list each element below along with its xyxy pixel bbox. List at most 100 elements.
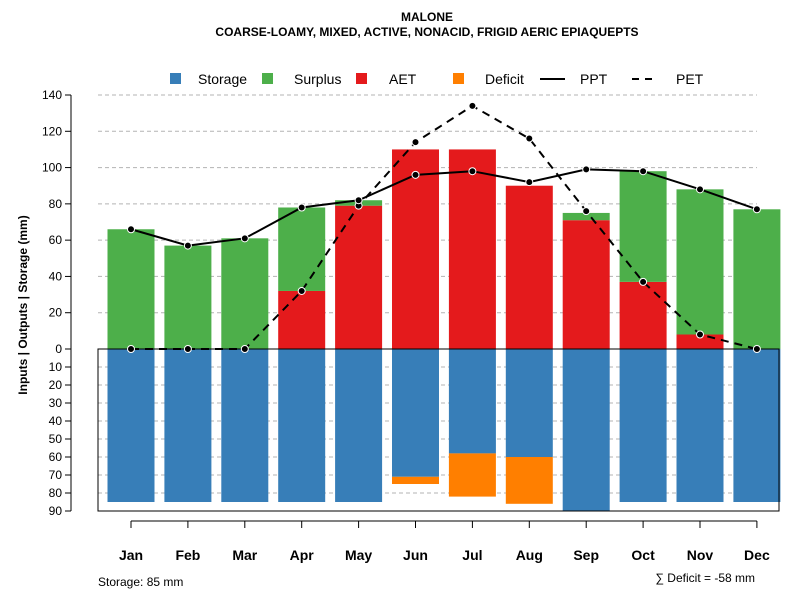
bar-storage-jan: [107, 349, 155, 502]
bar-aet-may: [335, 205, 383, 349]
x-tick-label-jul: Jul: [462, 547, 482, 563]
legend-label-deficit: Deficit: [485, 71, 524, 87]
legend-label-surplus: Surplus: [294, 71, 341, 87]
pet-point-jul: [468, 101, 477, 110]
bar-deficit-jul: [448, 453, 496, 497]
bar-surplus-mar: [221, 238, 269, 349]
bar-aet-jun: [392, 149, 439, 349]
ppt-point-apr: [297, 203, 306, 212]
x-tick-label-apr: Apr: [290, 547, 315, 563]
bar-aet-jul: [448, 149, 496, 349]
legend-swatch-surplus: [262, 73, 273, 84]
ppt-point-jun: [411, 170, 420, 179]
y-tick-label-upper-60: 60: [49, 233, 63, 247]
ppt-point-nov: [696, 185, 704, 194]
y-tick-label-upper-100: 100: [42, 161, 62, 175]
legend-swatch-storage: [170, 73, 181, 84]
bar-storage-mar: [221, 349, 269, 502]
pet-line: [131, 104, 758, 350]
ppt-point-jul: [468, 167, 477, 176]
y-tick-label-upper-80: 80: [49, 197, 63, 211]
bar-storage-jul: [448, 349, 496, 454]
x-tick-label-sep: Sep: [573, 547, 599, 563]
pet-point-oct: [639, 277, 648, 286]
x-tick-label-jun: Jun: [403, 547, 428, 563]
chart-title: MALONE: [401, 10, 453, 24]
bar-storage-sep: [562, 349, 610, 511]
legend-label-ppt: PPT: [580, 71, 608, 87]
legend-label-storage: Storage: [198, 71, 247, 87]
bar-storage-nov: [676, 349, 724, 502]
pet-point-dec: [752, 345, 761, 353]
y-tick-label-lower-70: 70: [49, 468, 63, 482]
y-tick-label-upper-0: 0: [55, 342, 62, 356]
bar-surplus-feb: [164, 245, 212, 349]
bar-aet-apr: [278, 290, 326, 349]
pet-point-feb: [183, 345, 192, 353]
x-tick-label-may: May: [345, 547, 372, 563]
y-tick-label-lower-80: 80: [49, 486, 63, 500]
bar-surplus-oct: [619, 171, 667, 282]
storage-capacity-box: [97, 348, 780, 512]
y-tick-label-lower-90: 90: [49, 504, 63, 518]
bar-aet-sep: [562, 220, 610, 349]
bar-surplus-nov: [676, 189, 724, 335]
ppt-point-jan: [127, 225, 135, 234]
y-tick-label-upper-40: 40: [49, 269, 63, 283]
bar-storage-dec: [733, 349, 781, 502]
bar-surplus-dec: [733, 209, 781, 349]
bar-surplus-jan: [107, 229, 155, 349]
bar-storage-apr: [278, 349, 326, 502]
legend: Storage Surplus AET Deficit PPT PET: [170, 71, 704, 87]
x-tick-label-oct: Oct: [631, 547, 655, 563]
ppt-point-oct: [639, 167, 648, 176]
bar-storage-feb: [164, 349, 212, 502]
legend-swatch-aet: [356, 73, 367, 84]
y-tick-label-upper-120: 120: [42, 124, 62, 138]
bar-surplus-apr: [278, 207, 326, 291]
bar-storage-may: [335, 349, 383, 502]
storage-note: Storage: 85 mm: [98, 575, 183, 589]
ppt-point-may: [354, 196, 363, 205]
bar-storage-aug: [505, 349, 553, 457]
pet-point-apr: [297, 286, 306, 295]
bar-deficit-jun: [392, 476, 439, 484]
bar-storage-oct: [619, 349, 667, 502]
ppt-point-aug: [525, 178, 534, 187]
pet-point-nov: [696, 330, 704, 339]
chart-subtitle: COARSE-LOAMY, MIXED, ACTIVE, NONACID, FR…: [215, 25, 638, 39]
bar-surplus-sep: [562, 212, 610, 221]
pet-point-jun: [411, 138, 420, 147]
pet-point-jan: [127, 345, 135, 353]
y-tick-label-upper-140: 140: [42, 88, 62, 102]
pet-point-mar: [240, 345, 249, 353]
y-tick-label-lower-20: 20: [49, 378, 63, 392]
ppt-line: [130, 168, 758, 247]
y-tick-label-lower-50: 50: [49, 432, 63, 446]
ppt-point-sep: [582, 165, 591, 174]
plot-frame: [97, 348, 780, 512]
deficit-note: ∑ Deficit = -58 mm: [655, 571, 755, 585]
x-tick-label-aug: Aug: [516, 547, 543, 563]
ppt-point-dec: [752, 205, 761, 214]
x-tick-label-mar: Mar: [232, 547, 257, 563]
y-tick-label-lower-40: 40: [49, 414, 63, 428]
y-tick-label-lower-30: 30: [49, 396, 63, 410]
bar-aet-aug: [505, 185, 553, 349]
legend-swatch-deficit: [453, 73, 464, 84]
y-axis-label: Inputs | Outputs | Storage (mm): [16, 215, 30, 394]
y-tick-label-lower-60: 60: [49, 450, 63, 464]
series-lines: [127, 101, 761, 353]
ppt-point-feb: [183, 241, 192, 250]
bar-aet-oct: [619, 281, 667, 349]
legend-label-aet: AET: [389, 71, 417, 87]
x-tick-label-feb: Feb: [175, 547, 200, 563]
x-tick-label-dec: Dec: [744, 547, 770, 563]
y-tick-label-upper-20: 20: [49, 306, 63, 320]
bar-storage-jun: [392, 349, 439, 477]
bar-deficit-aug: [505, 457, 553, 504]
pet-point-aug: [525, 134, 534, 143]
x-tick-label-jan: Jan: [119, 547, 143, 563]
axes: 0 20 40 60 80 100 120 140 10 20 30 40 50 60 70 80 90 Jan F…: [42, 88, 770, 563]
